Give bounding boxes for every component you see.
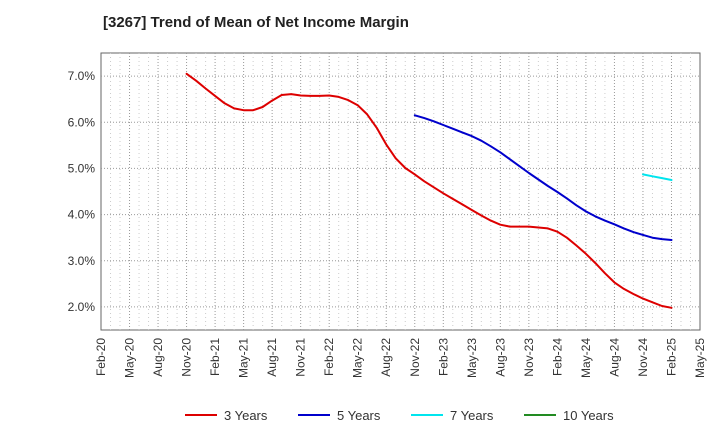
y-tick-label: 5.0%: [68, 161, 96, 175]
y-tick-label: 2.0%: [68, 300, 96, 314]
legend-label: 10 Years: [563, 408, 614, 423]
x-tick-label: May-24: [579, 338, 593, 378]
legend-label: 5 Years: [337, 408, 381, 423]
x-tick-label: Aug-21: [265, 338, 279, 377]
x-tick-label: Aug-20: [151, 338, 165, 377]
x-tick-label: Feb-21: [208, 338, 222, 376]
x-tick-label: Feb-24: [550, 338, 564, 376]
x-tick-label: May-25: [693, 338, 707, 378]
x-tick-label: Nov-21: [294, 338, 308, 377]
x-tick-label: May-22: [351, 338, 365, 378]
legend-label: 3 Years: [224, 408, 268, 423]
plot-frame: [100, 52, 701, 331]
x-tick-label: Aug-22: [379, 338, 393, 377]
series-line-7-years: [642, 173, 673, 181]
x-tick-label: Nov-22: [408, 338, 422, 377]
chart-title: [3267] Trend of Mean of Net Income Margi…: [103, 14, 409, 31]
x-tick-label: Nov-24: [636, 338, 650, 377]
x-tick-label: Feb-22: [322, 338, 336, 376]
x-tick-label: Aug-24: [607, 338, 621, 377]
x-tick-label: May-23: [465, 338, 479, 378]
x-tick-label: May-20: [123, 338, 137, 378]
x-tick-label: Feb-20: [94, 338, 108, 376]
y-tick-label: 3.0%: [68, 254, 96, 268]
x-tick-label: Aug-23: [493, 338, 507, 377]
x-tick-label: Nov-20: [180, 338, 194, 377]
x-tick-label: Nov-23: [522, 338, 536, 377]
y-tick-label: 7.0%: [68, 69, 96, 83]
series-line-3-years: [185, 72, 673, 309]
legend-label: 7 Years: [450, 408, 494, 423]
x-tick-label: Feb-25: [664, 338, 678, 376]
x-tick-label: Feb-23: [436, 338, 450, 376]
series-line-5-years: [413, 114, 673, 241]
x-tick-label: May-21: [237, 338, 251, 378]
y-tick-label: 6.0%: [68, 115, 96, 129]
y-tick-label: 4.0%: [68, 208, 96, 222]
